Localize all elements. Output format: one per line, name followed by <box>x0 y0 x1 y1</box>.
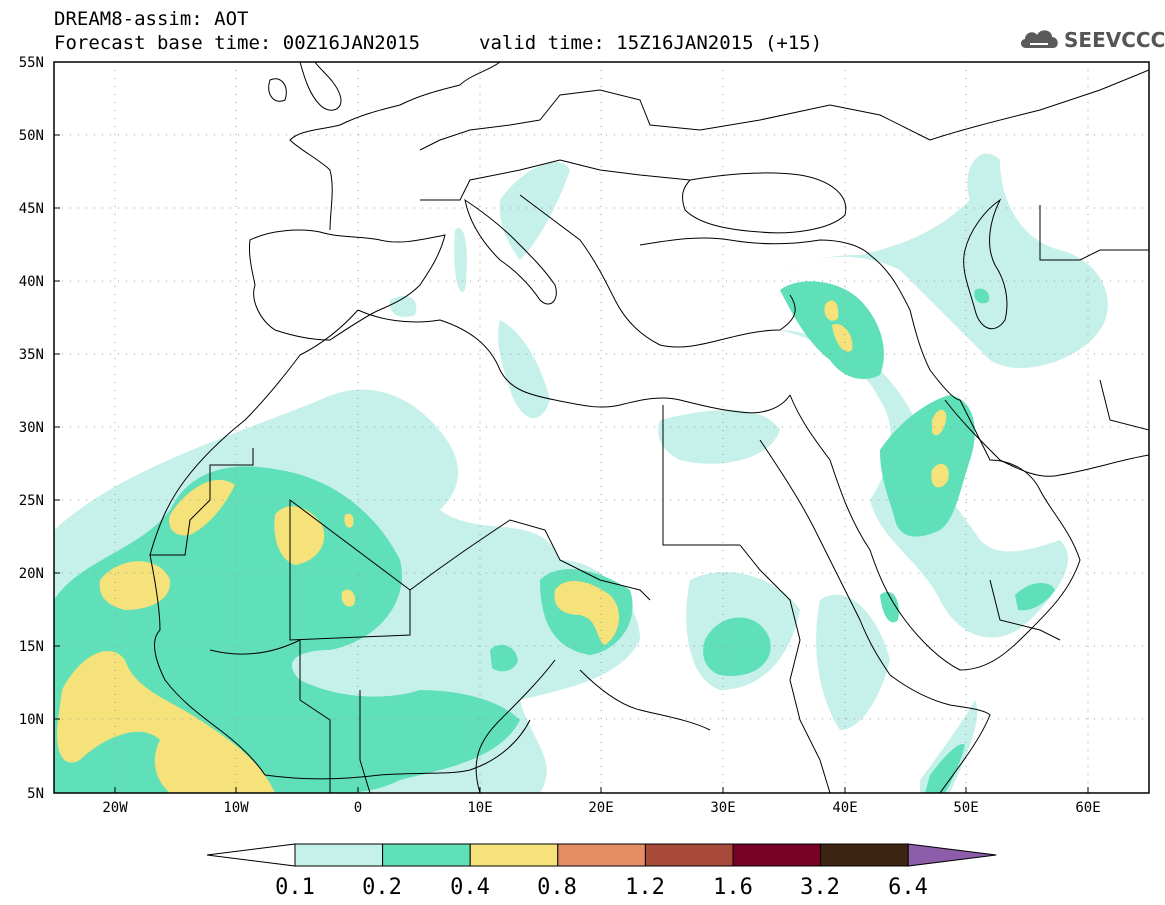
lon-label: 30E <box>710 800 735 816</box>
lat-label: 10N <box>19 712 44 728</box>
colorbar-boxes <box>206 843 997 867</box>
colorbar-box <box>732 843 822 867</box>
colorbar-labels: 0.1 0.2 0.4 0.8 1.2 1.6 3.2 6.4 <box>275 875 928 900</box>
lon-label: 50E <box>953 800 978 816</box>
lon-label: 60E <box>1075 800 1100 816</box>
colorbar-label: 0.1 <box>275 875 315 900</box>
colorbar-label: 0.2 <box>362 875 402 900</box>
map-title: DREAM8-assim: AOT <box>54 8 249 30</box>
lat-label: 35N <box>19 347 44 363</box>
lat-label: 50N <box>19 128 44 144</box>
lon-label: 20E <box>588 800 613 816</box>
lon-label: 10E <box>467 800 492 816</box>
colorbar-label: 3.2 <box>800 875 840 900</box>
valid-time: valid time: 15Z16JAN2015 (+15) <box>479 32 823 54</box>
lon-label: 10W <box>223 800 249 816</box>
cloud-icon <box>1020 30 1058 48</box>
colorbar: 0.1 0.2 0.4 0.8 1.2 1.6 3.2 6.4 <box>206 843 997 900</box>
lat-label: 40N <box>19 274 44 290</box>
colorbar-box <box>557 843 646 867</box>
lon-label: 0 <box>354 800 362 816</box>
lon-label: 20W <box>102 800 128 816</box>
lat-label: 25N <box>19 493 44 509</box>
colorbar-box <box>820 843 909 867</box>
lon-axis: 20W 10W 0 10E 20E 30E 40E 50E 60E <box>102 787 1101 816</box>
lat-label: 55N <box>19 55 44 71</box>
colorbar-box <box>382 843 471 867</box>
logo-text: SEEVCCC <box>1064 28 1165 52</box>
seevccc-logo: SEEVCCC <box>1018 22 1165 56</box>
colorbar-label: 0.4 <box>450 875 490 900</box>
colorbar-max-arrow <box>907 843 997 867</box>
coastlines <box>149 62 1149 793</box>
lat-label: 20N <box>19 566 44 582</box>
colorbar-min-arrow <box>206 843 296 867</box>
lat-label: 30N <box>19 420 44 436</box>
colorbar-label: 0.8 <box>537 875 577 900</box>
aot-level-0.4 <box>56 300 949 793</box>
colorbar-box <box>294 843 384 867</box>
colorbar-label: 6.4 <box>888 875 928 900</box>
colorbar-box <box>469 843 559 867</box>
colorbar-box <box>644 843 734 867</box>
lat-label: 5N <box>27 786 44 802</box>
lon-label: 40E <box>832 800 857 816</box>
forecast-base-time: Forecast base time: 00Z16JAN2015 <box>54 32 421 54</box>
colorbar-label: 1.6 <box>713 875 753 900</box>
aot-map: 55N 50N 45N 40N 35N 30N 25N 20N 15N 10N … <box>19 55 1150 816</box>
lat-axis: 55N 50N 45N 40N 35N 30N 25N 20N 15N 10N … <box>19 55 60 802</box>
colorbar-label: 1.2 <box>625 875 665 900</box>
lat-label: 15N <box>19 639 44 655</box>
lat-label: 45N <box>19 201 44 217</box>
